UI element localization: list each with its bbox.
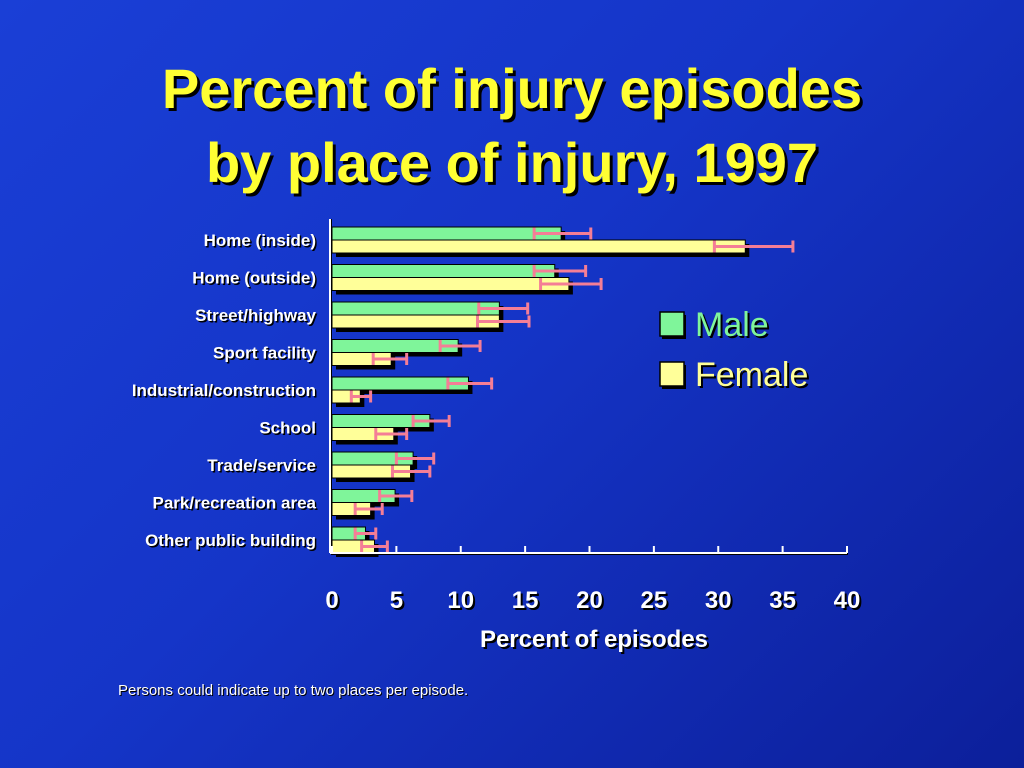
- x-tick-label-shadow: 15: [514, 589, 541, 616]
- category-label: Home (inside): [204, 231, 316, 250]
- x-tick-label: 35: [769, 587, 796, 614]
- category-label-shadow: Sport facility: [215, 345, 319, 364]
- x-tick-label: 15: [512, 587, 539, 614]
- x-tick-label: 5: [390, 587, 403, 614]
- category-label: Trade/service: [207, 456, 316, 475]
- legend-swatch-female: [659, 361, 685, 387]
- category-label: Other public building: [145, 531, 316, 550]
- category-label: Park/recreation area: [153, 494, 317, 513]
- bar-male: [331, 226, 562, 241]
- bar-female: [331, 314, 500, 329]
- category-label: School: [259, 419, 316, 438]
- x-tick-label: 40: [834, 587, 861, 614]
- x-tick-label-shadow: 25: [643, 589, 670, 616]
- x-tick-label-shadow: 40: [836, 589, 863, 616]
- x-axis-title-shadow: Percent of episodes: [482, 628, 710, 655]
- category-labels-layer: Home (inside)Home (inside)Home (outside)…: [132, 231, 318, 552]
- chart-title: Percent of injury episodes by place of i…: [0, 52, 1024, 200]
- legend-swatch-male: [659, 311, 685, 337]
- legend-label-shadow-female: Female: [697, 358, 810, 396]
- chart-title-line-1: Percent of injury episodes: [161, 57, 863, 120]
- x-tick-label-shadow: 30: [707, 589, 734, 616]
- x-axis-title: Percent of episodes: [480, 626, 708, 653]
- x-tick-label: 10: [447, 587, 474, 614]
- bars-layer: [331, 226, 750, 557]
- category-label: Sport facility: [213, 344, 317, 363]
- legend-label-male: Male: [695, 306, 769, 344]
- chart-title-line-2: by place of injury, 1997: [205, 131, 819, 194]
- category-label-shadow: Trade/service: [209, 458, 318, 477]
- x-tick-label-shadow: 35: [771, 589, 798, 616]
- x-tick-label-shadow: 20: [578, 589, 605, 616]
- x-tick-label-shadow: 5: [392, 589, 405, 616]
- category-label-shadow: Park/recreation area: [154, 495, 318, 514]
- x-tick-label-shadow: 10: [449, 589, 476, 616]
- x-tick-label: 0: [325, 587, 338, 614]
- bar-female: [331, 239, 746, 254]
- footnote: Persons could indicate up to two places …: [118, 682, 469, 699]
- category-label-shadow: Other public building: [147, 533, 318, 552]
- x-tick-label: 20: [576, 587, 603, 614]
- category-label-shadow: School: [261, 420, 318, 439]
- category-label-shadow: Street/highway: [197, 308, 318, 327]
- x-tick-label-shadow: 0: [327, 589, 340, 616]
- category-label: Home (outside): [192, 269, 316, 288]
- legend-label-shadow-male: Male: [697, 308, 771, 346]
- x-tick-label: 30: [705, 587, 732, 614]
- error-bars-layer: [349, 227, 795, 553]
- bar-male: [331, 301, 500, 316]
- legend-label-female: Female: [695, 356, 808, 394]
- category-label-shadow: Home (inside): [205, 233, 317, 252]
- bar-female: [331, 277, 570, 291]
- category-label-shadow: Industrial/construction: [133, 383, 317, 402]
- x-tick-label: 25: [641, 587, 668, 614]
- category-label: Industrial/construction: [132, 381, 316, 400]
- category-label: Street/highway: [195, 306, 316, 325]
- category-label-shadow: Home (outside): [194, 270, 318, 289]
- bar-male: [331, 264, 556, 278]
